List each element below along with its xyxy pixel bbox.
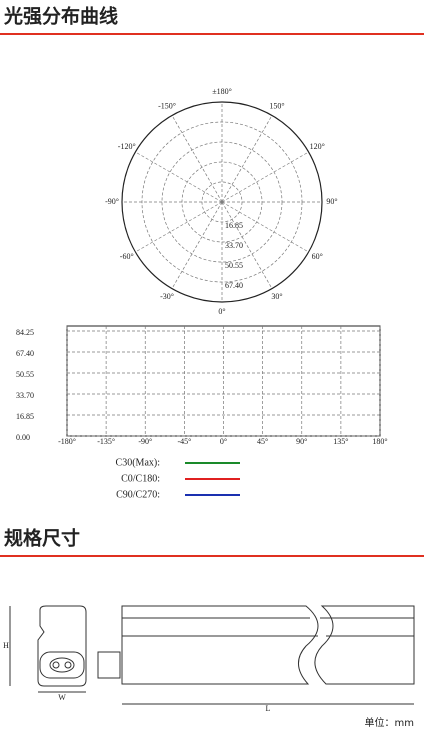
end-view (37, 605, 87, 687)
theta-tick-label: 150° (269, 102, 284, 111)
dim-label: L (266, 704, 271, 713)
theta-tick-label: 30° (271, 292, 282, 301)
x-tick-label: -135° (97, 437, 115, 446)
r-tick-label: 50.55 (225, 261, 243, 270)
y-tick-label: 50.55 (16, 370, 34, 379)
theta-tick-label: ±180° (212, 87, 232, 96)
pin (52, 661, 60, 669)
theta-tick-label: 60° (312, 252, 323, 261)
y-tick-label: 67.40 (16, 349, 34, 358)
theta-tick-label: 90° (326, 197, 337, 206)
x-tick-label: 135° (333, 437, 348, 446)
polar-frame (121, 101, 323, 303)
legend-label: C30(Max): (116, 457, 160, 468)
grid-spoke (171, 115, 223, 203)
x-tick-label: 90° (296, 437, 307, 446)
grid-spoke (221, 201, 309, 253)
x-tick-label: -90° (138, 437, 152, 446)
legend-label: C0/C180: (121, 473, 160, 484)
grid-spoke (135, 201, 223, 253)
x-tick-label: -180° (58, 437, 76, 446)
y-tick-label: 0.00 (16, 433, 30, 442)
y-tick-label: 84.25 (16, 328, 34, 337)
end-plug (39, 651, 85, 679)
unit-label: 单位：mm (365, 716, 414, 729)
grid-spoke (171, 201, 223, 289)
y-tick-label: 33.70 (16, 391, 34, 400)
r-tick-label: 16.85 (225, 221, 243, 230)
theta-tick-label: -90° (105, 197, 119, 206)
dim-label: W (58, 693, 66, 702)
side-view-right (314, 605, 415, 685)
dimension-drawing: H W L 单位：mm (3, 605, 415, 729)
grid-spoke (221, 151, 309, 203)
x-tick-label: -45° (177, 437, 191, 446)
x-tick-label: 0° (220, 437, 227, 446)
x-tick-label: 45° (257, 437, 268, 446)
end-socket (49, 657, 75, 673)
grid-spoke (135, 151, 223, 203)
y-tick-label: 16.85 (16, 412, 34, 421)
r-tick-label: 67.40 (225, 281, 243, 290)
dim-label: H (3, 641, 9, 650)
legend-label: C90/C270: (116, 489, 160, 500)
theta-tick-label: 120° (310, 142, 325, 151)
grid-spoke (221, 201, 273, 289)
heading: 规格尺寸 (4, 527, 80, 550)
theta-tick-label: -150° (158, 102, 176, 111)
x-tick-label: 180° (372, 437, 387, 446)
theta-tick-label: -60° (120, 252, 134, 261)
theta-tick-label: -120° (118, 142, 136, 151)
theta-tick-label: 0° (218, 307, 225, 316)
pin (64, 661, 72, 669)
heading: 光强分布曲线 (3, 5, 118, 28)
grid-spoke (221, 115, 273, 203)
connector (97, 651, 121, 679)
side-view-left (121, 605, 319, 685)
theta-tick-label: -30° (160, 292, 174, 301)
r-tick-label: 33.70 (225, 241, 243, 250)
